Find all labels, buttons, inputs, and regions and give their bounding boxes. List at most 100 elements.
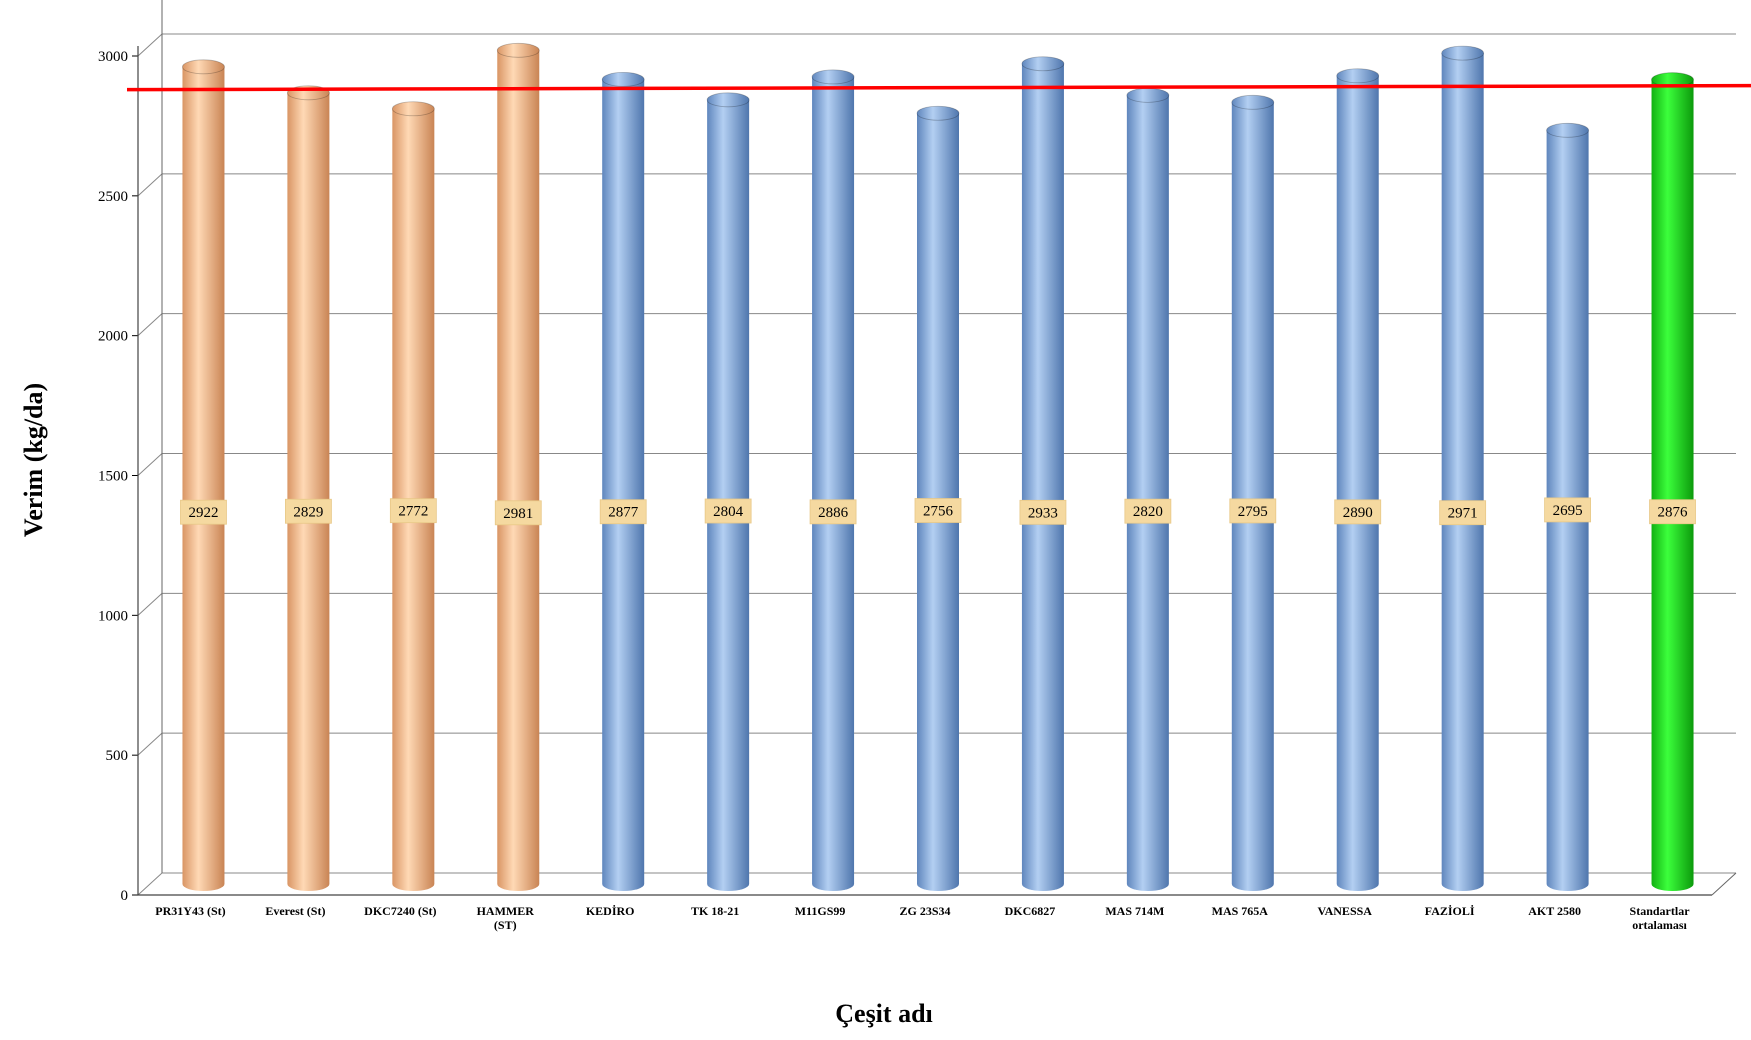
bar-4 <box>601 71 645 892</box>
bar-10 <box>1231 94 1275 892</box>
data-label-box <box>284 498 332 524</box>
data-label-value: 2890 <box>1343 505 1373 521</box>
data-label-5: 2804 <box>704 498 752 524</box>
data-label-1: 2829 <box>284 498 332 524</box>
x-tick-label: TK 18-21 <box>691 904 739 918</box>
data-label-box <box>1439 500 1487 526</box>
data-label-2: 2772 <box>389 498 437 524</box>
data-label-value: 2981 <box>503 506 533 522</box>
bar-1 <box>286 85 330 892</box>
data-label-11: 2890 <box>1334 499 1382 525</box>
bar-body <box>812 76 855 892</box>
data-label-box <box>389 498 437 524</box>
bar-0 <box>182 59 225 892</box>
data-labels-layer: 2922 2829 2772 2981 2877 2804 2886 2756 2933 2820… <box>180 497 1696 526</box>
x-tick-label: ZG 23S34 <box>899 904 950 918</box>
bar-body <box>1651 79 1694 892</box>
x-tick-label: DKC6827 <box>1005 904 1056 918</box>
data-label-value: 2829 <box>293 504 323 520</box>
data-label-box <box>1124 498 1172 524</box>
bar-5 <box>706 92 750 892</box>
bars-layer <box>182 42 1694 892</box>
bar-top <box>1231 94 1275 110</box>
data-label-box <box>1334 499 1382 525</box>
bar-top <box>811 69 855 85</box>
bar-top <box>496 42 540 58</box>
bar-body <box>287 92 330 892</box>
y-axis-title: Verim (kg/da) <box>19 383 48 537</box>
bar-top <box>601 71 645 87</box>
data-label-box <box>704 498 752 524</box>
bar-9 <box>1126 87 1170 892</box>
data-label-value: 2756 <box>923 504 954 520</box>
bar-2 <box>391 101 435 892</box>
x-tick-label: HAMMER (ST) <box>477 904 535 932</box>
data-label-value: 2971 <box>1448 506 1478 522</box>
x-tick-label: DKC7240 (St) <box>364 904 436 918</box>
bar-body <box>1021 63 1064 892</box>
data-label-value: 2886 <box>818 505 849 521</box>
gridline-diagonal <box>137 592 163 616</box>
data-label-7: 2756 <box>914 498 962 523</box>
data-label-box <box>180 499 227 525</box>
bar-11 <box>1336 68 1380 892</box>
data-label-10: 2795 <box>1229 498 1277 524</box>
data-label-value: 2922 <box>188 505 218 521</box>
y-tick-label: 500 <box>106 748 129 764</box>
bar-top <box>391 101 435 117</box>
data-label-box <box>914 498 962 523</box>
data-label-value: 2876 <box>1658 505 1689 521</box>
data-label-box <box>494 500 542 526</box>
data-label-box <box>1019 499 1067 525</box>
data-label-box <box>1229 498 1277 524</box>
bar-top <box>706 92 750 108</box>
bar-body <box>1336 75 1379 892</box>
x-tick-label: KEDİRO <box>586 904 635 918</box>
gridline-diagonal <box>137 732 163 756</box>
y-tick-label: 1500 <box>98 469 128 485</box>
bar-body <box>602 79 645 892</box>
bar-top <box>1336 68 1380 84</box>
axis-layer: 0 500 1000 1500 2000 2500 3000 PR31Y43 (St) Ever… <box>98 0 1737 932</box>
data-label-value: 2877 <box>608 505 639 521</box>
bar-top <box>1546 122 1589 138</box>
data-label-value: 2933 <box>1028 505 1058 521</box>
x-tick-label: MAS 765A <box>1212 904 1269 918</box>
x-tick-label: AKT 2580 <box>1528 904 1581 918</box>
bar-body <box>182 66 225 892</box>
data-label-4: 2877 <box>599 499 647 525</box>
bar-6 <box>811 69 855 892</box>
x-tick-label: VANESSA <box>1317 904 1372 918</box>
bar-top <box>1441 45 1485 61</box>
gridline-diagonal <box>137 173 163 197</box>
bar-14 <box>1651 72 1694 892</box>
data-label-0: 2922 <box>180 499 227 525</box>
data-label-14: 2876 <box>1649 499 1696 525</box>
bar-top <box>1021 56 1065 72</box>
x-tick-label: Everest (St) <box>265 904 325 918</box>
data-label-box <box>1544 497 1591 523</box>
bar-top <box>1126 87 1170 103</box>
reference-line-layer <box>126 83 1751 92</box>
y-tick-label: 0 <box>121 888 129 904</box>
bar-8 <box>1021 56 1065 892</box>
bar-3 <box>496 42 540 892</box>
data-label-box <box>599 499 647 525</box>
bar-top <box>182 59 225 75</box>
x-tick-label: Standartlar ortalaması <box>1630 904 1691 932</box>
data-label-value: 2772 <box>398 504 428 520</box>
x-axis-title: Çeşit adı <box>835 999 933 1028</box>
data-label-value: 2804 <box>713 504 744 520</box>
floor-edge-line <box>1711 872 1737 896</box>
data-label-12: 2971 <box>1439 500 1487 526</box>
y-tick-label: 3000 <box>98 49 128 65</box>
gridline-diagonal <box>137 313 163 337</box>
gridline-diagonal <box>137 453 163 476</box>
bar-body <box>707 99 750 892</box>
x-tick-label: M11GS99 <box>795 904 846 918</box>
data-label-9: 2820 <box>1124 498 1172 524</box>
data-label-value: 2695 <box>1553 503 1583 519</box>
x-tick-label: PR31Y43 (St) <box>155 904 225 918</box>
y-tick-label: 2000 <box>98 329 128 345</box>
bar-12 <box>1441 45 1485 892</box>
